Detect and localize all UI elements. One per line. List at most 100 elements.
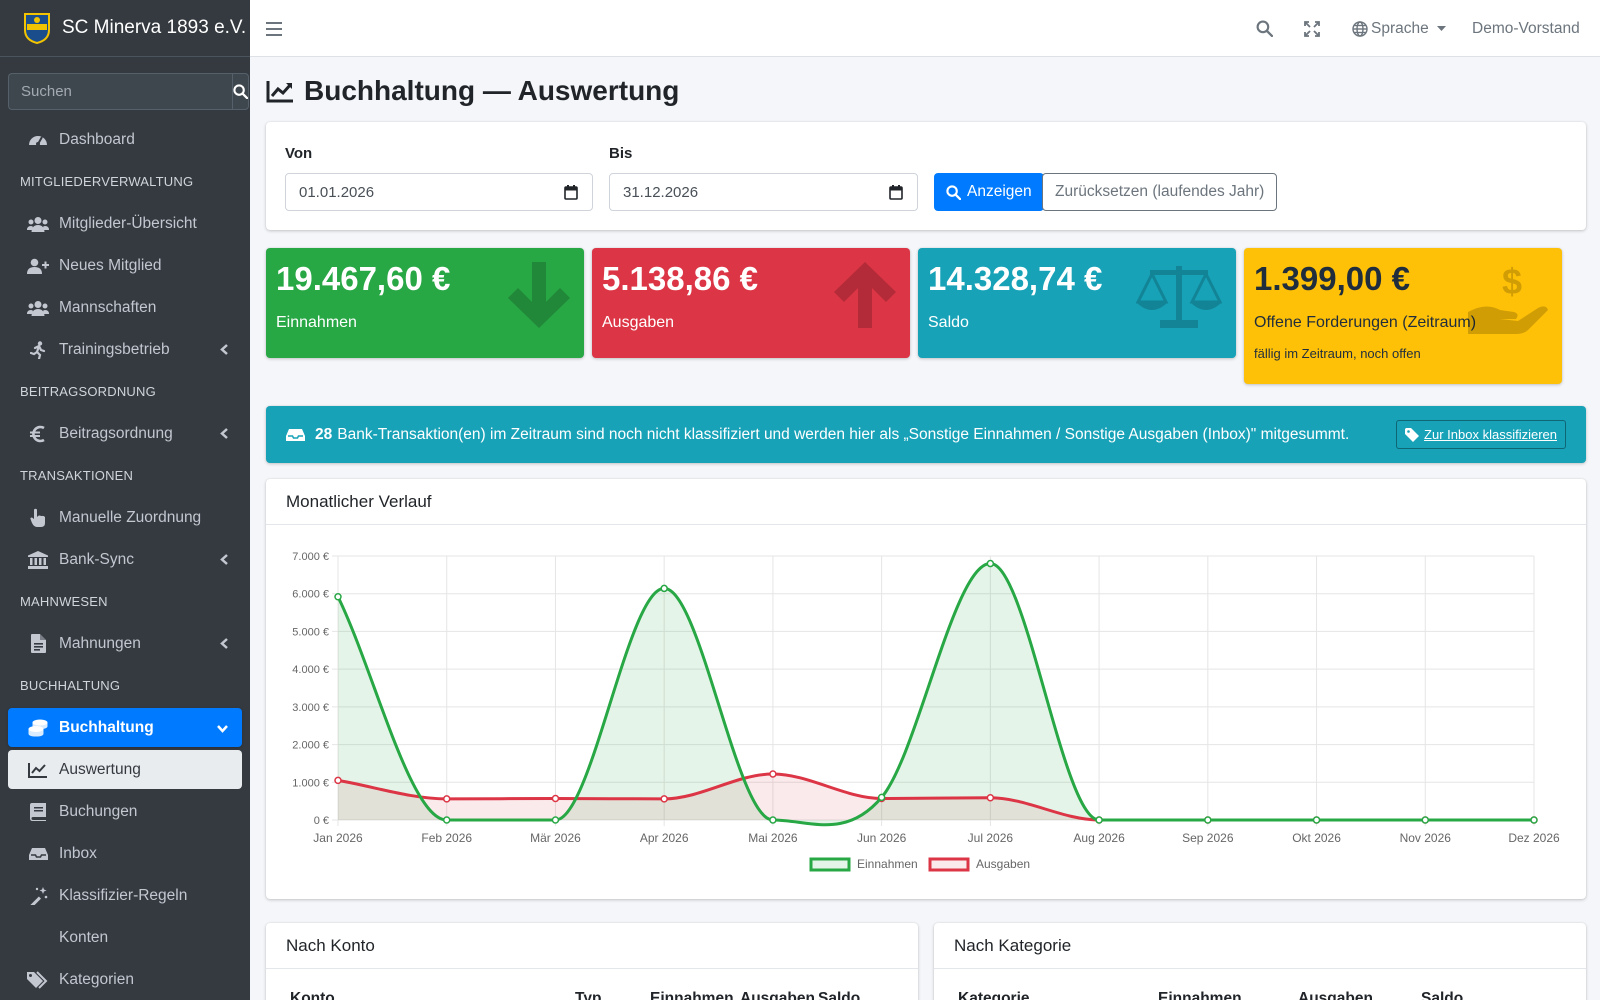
to-date-input[interactable]: 31.12.2026 (609, 173, 918, 211)
menu-toggle-button[interactable] (266, 0, 282, 57)
y-tick-label: 5.000 € (292, 626, 329, 638)
file-icon (27, 634, 49, 654)
calendar-icon[interactable] (564, 185, 578, 200)
user-name: Demo-Vorstand (1472, 19, 1580, 37)
user-plus-icon (27, 256, 49, 276)
sidebar-item-klassifizier-regeln[interactable]: Klassifizier-Regeln (8, 876, 242, 915)
sidebar-item-buchhaltung[interactable]: Buchhaltung (8, 708, 242, 747)
nav-header: MITGLIEDERVERWALTUNG (20, 174, 194, 189)
language-label: Sprache (1371, 19, 1429, 37)
data-point-einnahmen (986, 559, 995, 568)
sidebar-item-inbox[interactable]: Inbox (8, 834, 242, 873)
x-tick-label: Sep 2026 (1182, 831, 1234, 845)
sidebar-item-label: Bank-Sync (59, 550, 134, 568)
classify-inbox-label: Zur Inbox klassifizieren (1424, 427, 1557, 442)
y-tick-label: 3.000 € (292, 702, 329, 714)
nav-header: BEITRAGSORDNUNG (20, 384, 156, 399)
monthly-chart: 0 € 1.000 € 2.000 € 3.000 € 4.000 € 5.000 € 6.… (292, 551, 1560, 872)
data-point-ausgaben (769, 770, 777, 778)
sidebar-item-bank-sync[interactable]: Bank-Sync (8, 540, 242, 579)
alert-text: Bank-Transaktion(en) im Zeitraum sind no… (337, 425, 1350, 443)
data-point-einnahmen (551, 816, 560, 824)
data-point-einnahmen (877, 793, 886, 802)
stat-value: 14.328,74 € (928, 260, 1103, 297)
nav-arrow (217, 720, 228, 738)
x-tick-label: Jul 2026 (968, 831, 1014, 845)
balance-scale-icon (1135, 262, 1223, 332)
to-label: Bis (609, 145, 633, 162)
expand-arrows-icon (1304, 20, 1320, 37)
data-point-ausgaben (660, 795, 668, 803)
users-icon (27, 298, 49, 318)
nav-header: BUCHHALTUNG (20, 678, 121, 693)
to-date-value: 31.12.2026 (623, 183, 699, 201)
calendar-icon[interactable] (889, 185, 903, 200)
sidebar-item-buchungen[interactable]: Buchungen (8, 792, 242, 831)
from-date-input[interactable]: 01.01.2026 (285, 173, 593, 211)
y-tick-label: 0 € (314, 815, 329, 827)
sidebar-item-mitglieder-uebersicht[interactable]: Mitglieder-Übersicht (8, 204, 242, 243)
show-button[interactable]: Anzeigen (934, 173, 1044, 211)
university-icon (27, 550, 49, 570)
hand-pointer-icon (27, 508, 49, 528)
x-tick-label: Okt 2026 (1292, 831, 1341, 845)
navbar-search-button[interactable] (1256, 0, 1273, 57)
stat-sublabel: fällig im Zeitraum, noch offen (1254, 346, 1421, 361)
filter-card: Von 01.01.2026 Bis 31.12.2026 Anzeigen Z… (266, 122, 1586, 230)
y-tick-label: 1.000 € (292, 777, 329, 789)
stat-label: Saldo (928, 314, 969, 331)
sidebar-search-button[interactable] (232, 73, 249, 110)
top-navbar: Sprache Demo-Vorstand (250, 0, 1600, 57)
sidebar-item-label: Trainingsbetrieb (59, 340, 170, 358)
stat-box-einnahmen: 19.467,60 € Einnahmen (266, 248, 584, 358)
kategorie-card-header: Nach Kategorie (934, 923, 1586, 969)
stat-label: Offene Forderungen (Zeitraum) (1254, 314, 1477, 331)
page-title-text: Buchhaltung — Auswertung (304, 75, 680, 106)
sidebar-item-label: Buchhaltung (59, 718, 154, 736)
sidebar-item-neues-mitglied[interactable]: Neues Mitglied (8, 246, 242, 285)
sidebar-item-label: Auswertung (59, 760, 141, 778)
user-menu[interactable]: Demo-Vorstand (1472, 0, 1580, 57)
x-tick-label: Feb 2026 (421, 831, 472, 845)
reset-button[interactable]: Zurücksetzen (laufendes Jahr) (1042, 173, 1278, 211)
x-tick-label: Dez 2026 (1508, 831, 1560, 845)
x-tick-label: Jun 2026 (857, 831, 907, 845)
sidebar-item-auswertung[interactable]: Auswertung (8, 750, 242, 789)
hand-holding-usd-icon: $ (1468, 261, 1548, 338)
inbox-icon (27, 844, 49, 864)
page-title: Buchhaltung — Auswertung (266, 71, 679, 111)
sidebar-item-beitragsordnung[interactable]: Beitragsordnung (8, 414, 242, 453)
sidebar-item-mahnungen[interactable]: Mahnungen (8, 624, 242, 663)
nav-icon-placeholder (27, 928, 49, 948)
sidebar-search-input[interactable] (8, 73, 232, 110)
bars-icon (266, 21, 282, 36)
sidebar-item-mannschaften[interactable]: Mannschaften (8, 288, 242, 327)
nav-header: TRANSAKTIONEN (20, 468, 134, 483)
sidebar-item-dashboard[interactable]: Dashboard (8, 120, 242, 159)
chart-line-icon (266, 81, 293, 103)
users-icon (27, 214, 49, 234)
language-dropdown[interactable]: Sprache (1352, 0, 1446, 57)
kategorie-col-ausgaben: Ausgaben (1298, 990, 1373, 1000)
data-point-einnahmen (442, 816, 451, 824)
sidebar-item-trainingsbetrieb[interactable]: Trainingsbetrieb (8, 330, 242, 369)
y-tick-label: 7.000 € (292, 551, 329, 563)
chevron-left-icon (220, 428, 228, 439)
sidebar-item-manuelle-zuordnung[interactable]: Manuelle Zuordnung (8, 498, 242, 537)
fullscreen-button[interactable] (1304, 0, 1320, 57)
classify-inbox-button[interactable]: Zur Inbox klassifizieren (1396, 420, 1566, 449)
nav-arrow (220, 426, 228, 444)
y-tick-label: 6.000 € (292, 589, 329, 601)
sidebar-item-label: Neues Mitglied (59, 256, 162, 274)
data-point-ausgaben (986, 793, 995, 802)
legend-swatch-ausgaben (928, 857, 970, 872)
kategorie-col-saldo: Saldo (1421, 990, 1464, 1000)
data-point-einnahmen (1095, 816, 1103, 824)
x-tick-label: Nov 2026 (1400, 831, 1452, 845)
sidebar-item-kategorien[interactable]: Kategorien (8, 960, 242, 999)
chevron-left-icon (220, 554, 228, 565)
chart-line-icon (27, 760, 49, 780)
search-icon (1256, 20, 1273, 37)
sidebar-item-konten[interactable]: Konten (8, 918, 242, 957)
brand-link[interactable]: SC Minerva 1893 e.V. (0, 0, 250, 57)
